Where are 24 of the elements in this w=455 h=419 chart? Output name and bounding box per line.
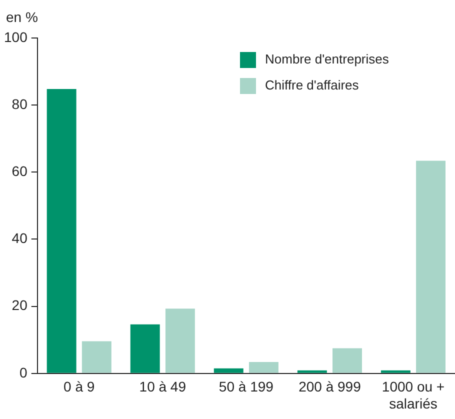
y-tick-label: 80: [12, 96, 28, 112]
bar: [130, 324, 160, 373]
bar: [297, 370, 327, 373]
bar: [46, 88, 76, 373]
bar: [416, 160, 446, 373]
bar: [214, 368, 244, 373]
x-tick-label: 50 à 199: [218, 378, 274, 395]
x-tick-label: 200 à 999: [298, 378, 362, 395]
y-tick-label: 20: [12, 297, 28, 314]
y-tick-label: 60: [12, 163, 28, 180]
legend-label: Chiffre d'affaires: [265, 78, 360, 93]
y-tick-label: 0: [20, 364, 28, 380]
legend-label: Nombre d'entreprises: [265, 52, 390, 67]
y-tick-label: 40: [12, 230, 28, 246]
x-tick-label: 0 à 9: [64, 378, 95, 395]
x-tick-label: 10 à 49: [139, 378, 186, 395]
bar: [380, 370, 410, 373]
y-tick-label: 100: [4, 28, 28, 45]
bar: [165, 308, 195, 373]
y-axis-title: en %: [6, 9, 38, 25]
bar: [332, 348, 362, 373]
bar: [82, 341, 112, 373]
bar: [248, 362, 278, 373]
x-tick-label: 1000 ou + salariés: [382, 378, 445, 412]
